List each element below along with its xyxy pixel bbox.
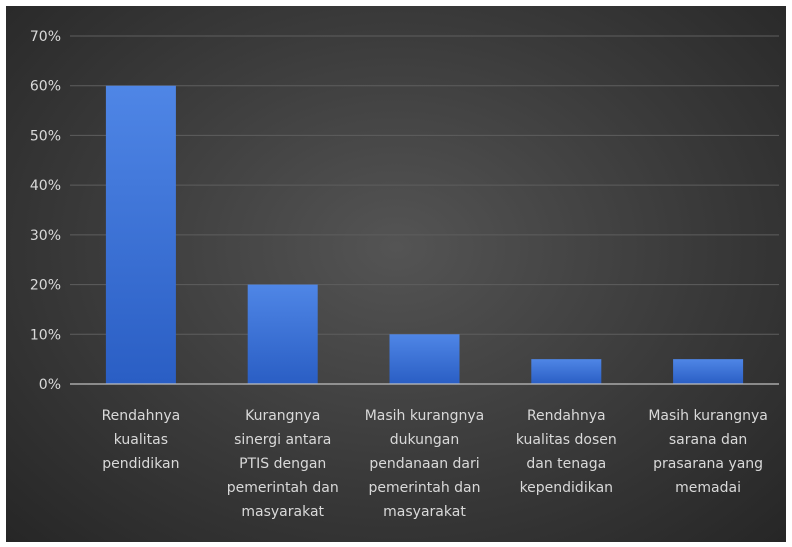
bar-chart: 0% 10% 20% 30% 40% 50% 60% 70% Rendahnya kualita…	[6, 6, 786, 542]
category-label: Masih kurangnya sarana dan prasarana yang m…	[648, 408, 768, 496]
y-tick-label: 10%	[30, 327, 61, 343]
y-tick-label: 50%	[30, 128, 61, 144]
bar	[531, 359, 601, 384]
gridlines	[70, 36, 779, 334]
category-label: Masih kurangnya dukungan pendanaan dari pem…	[365, 408, 485, 520]
y-tick-label: 30%	[30, 228, 61, 244]
y-tick-label: 20%	[30, 278, 61, 294]
bar	[106, 86, 176, 384]
bar	[248, 285, 318, 384]
category-label: Rendahnya kualitas pendidikan	[102, 408, 181, 472]
category-label: Rendahnya kualitas dosen dan tenaga kependi…	[516, 408, 617, 496]
y-tick-label: 40%	[30, 178, 61, 194]
category-label: Kurangnya sinergi antara PTIS dengan pemeri…	[227, 408, 339, 520]
bar	[673, 359, 743, 384]
y-tick-label: 0%	[39, 377, 61, 393]
y-tick-label: 60%	[30, 79, 61, 95]
bar	[390, 334, 460, 384]
y-tick-labels: 0% 10% 20% 30% 40% 50% 60% 70%	[30, 29, 61, 393]
chart-frame: 0% 10% 20% 30% 40% 50% 60% 70% Rendahnya kualita…	[6, 6, 786, 542]
category-labels: Rendahnya kualitas pendidikan Kurangnya sine…	[102, 408, 768, 520]
y-tick-label: 70%	[30, 29, 61, 45]
